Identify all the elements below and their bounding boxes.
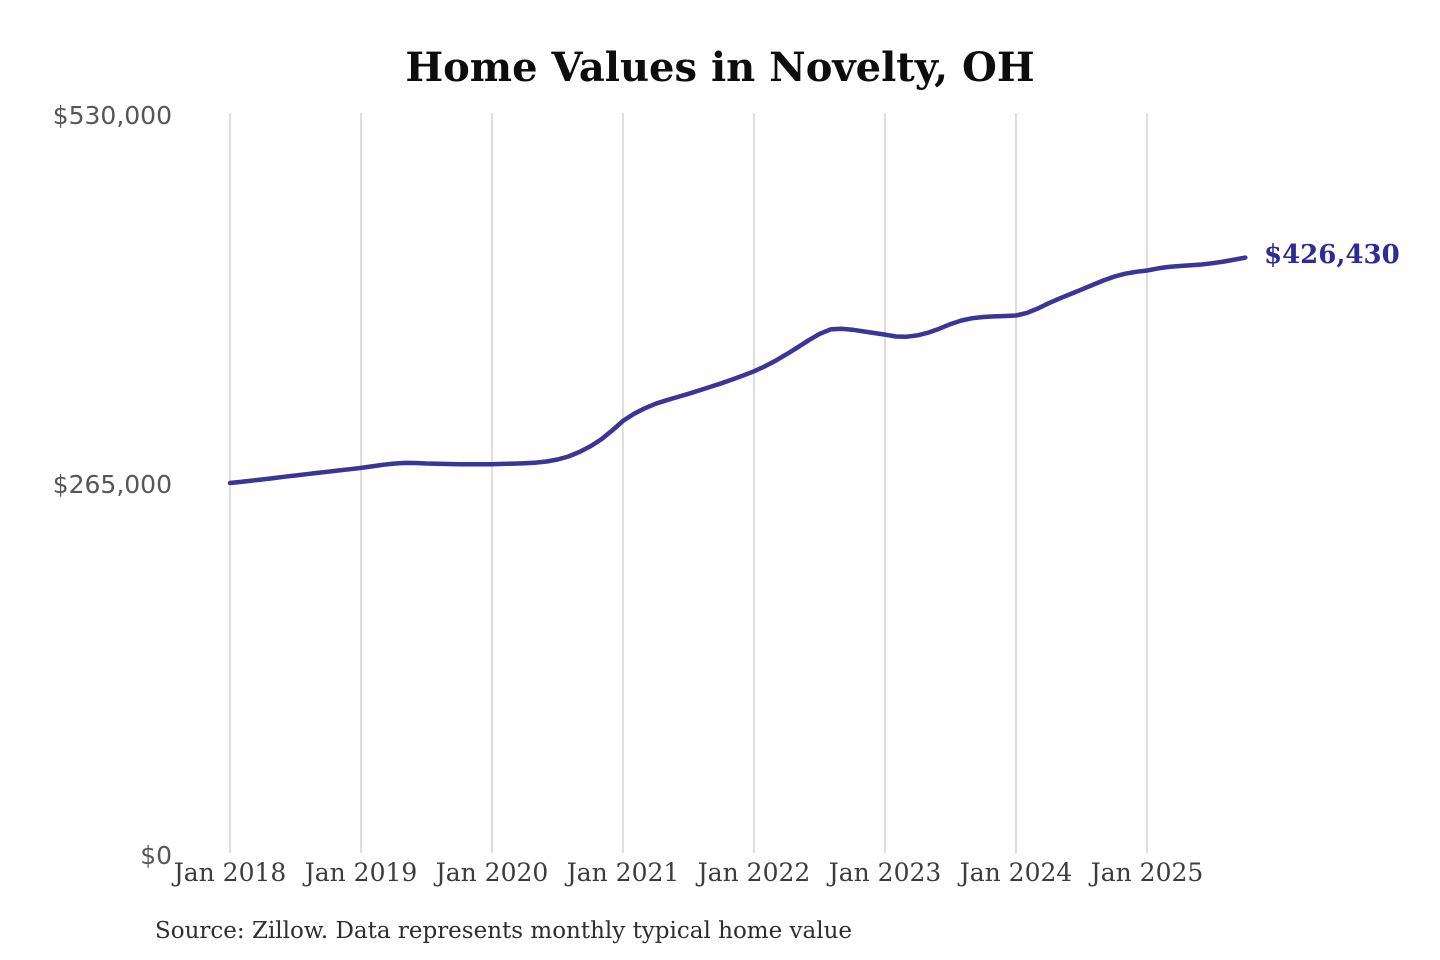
vertical-gridlines [229,113,1148,853]
home-value-line [227,255,1248,486]
x-axis-label: Jan 2020 [435,858,549,887]
y-axis-label-265000: $265,000 [52,470,172,499]
x-axis-label: Jan 2018 [173,858,287,887]
x-axis-label: Jan 2019 [304,858,418,887]
chart-title: Home Values in Novelty, OH [405,44,1035,91]
y-axis-label-0: $0 [140,841,172,870]
latest-value-label: $426,430 [1264,240,1400,270]
y-axis-label-530000: $530,000 [52,101,172,130]
x-axis-label: Jan 2024 [959,858,1073,887]
x-axis-label: Jan 2025 [1090,858,1204,887]
x-axis-label: Jan 2022 [697,858,811,887]
x-axis-label: Jan 2021 [566,858,680,887]
x-axis-label: Jan 2023 [828,858,942,887]
source-note: Source: Zillow. Data represents monthly … [155,918,853,944]
